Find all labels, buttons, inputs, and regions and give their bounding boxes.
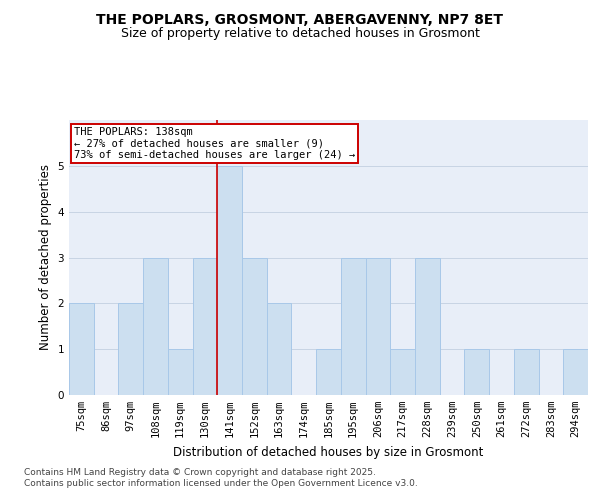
Bar [365, 258, 390, 395]
Bar [415, 258, 440, 395]
Bar [341, 258, 365, 395]
Bar [242, 258, 267, 395]
Bar [464, 349, 489, 395]
Bar [316, 349, 341, 395]
Bar [563, 349, 588, 395]
Bar [143, 258, 168, 395]
Text: Size of property relative to detached houses in Grosmont: Size of property relative to detached ho… [121, 28, 479, 40]
Text: THE POPLARS, GROSMONT, ABERGAVENNY, NP7 8ET: THE POPLARS, GROSMONT, ABERGAVENNY, NP7 … [97, 12, 503, 26]
Bar [168, 349, 193, 395]
Bar [118, 304, 143, 395]
Bar [217, 166, 242, 395]
Text: Contains HM Land Registry data © Crown copyright and database right 2025.
Contai: Contains HM Land Registry data © Crown c… [24, 468, 418, 487]
Bar [267, 304, 292, 395]
Text: THE POPLARS: 138sqm
← 27% of detached houses are smaller (9)
73% of semi-detache: THE POPLARS: 138sqm ← 27% of detached ho… [74, 127, 355, 160]
Bar [390, 349, 415, 395]
Bar [514, 349, 539, 395]
Bar [193, 258, 217, 395]
Bar [69, 304, 94, 395]
X-axis label: Distribution of detached houses by size in Grosmont: Distribution of detached houses by size … [173, 446, 484, 458]
Y-axis label: Number of detached properties: Number of detached properties [39, 164, 52, 350]
